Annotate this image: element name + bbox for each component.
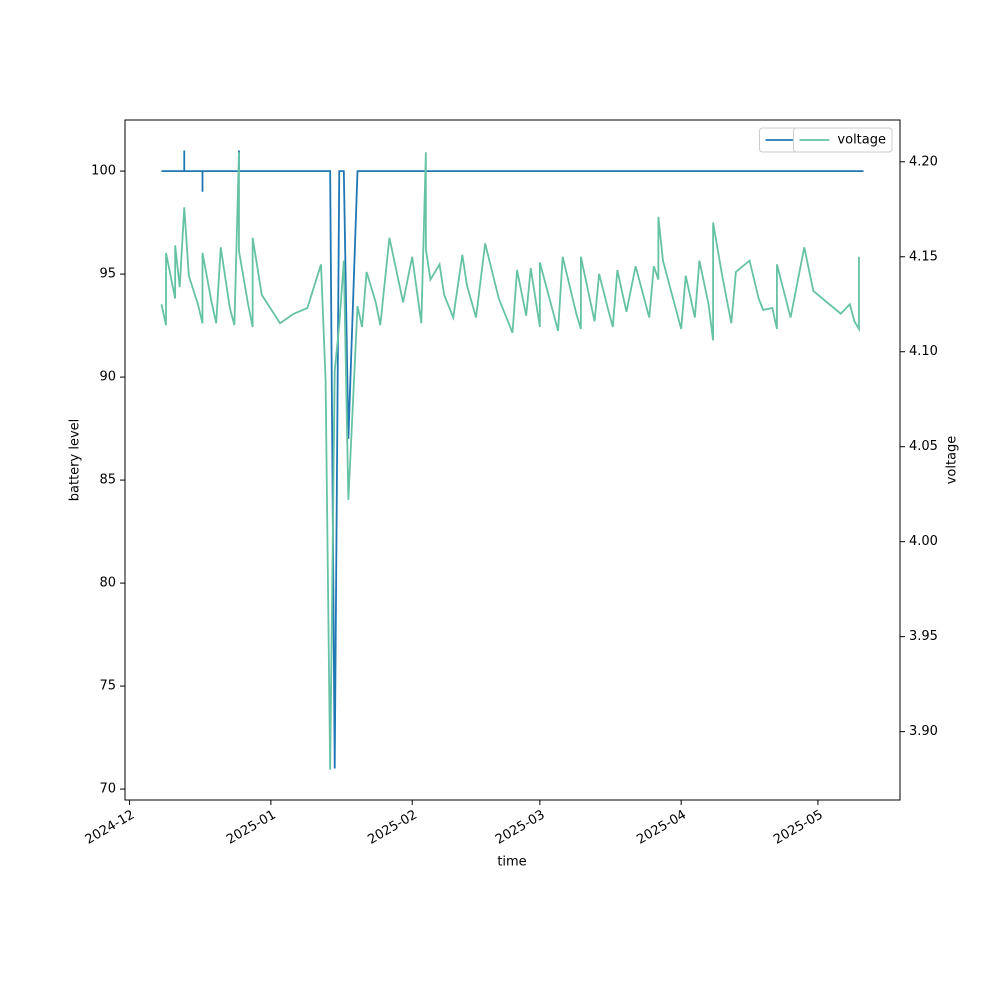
y-axis-label: battery level — [68, 419, 83, 502]
y-tick-label: 100 — [91, 164, 116, 179]
y2-tick-label: 3.95 — [909, 629, 938, 644]
x-tick-label: 2025-02 — [365, 808, 420, 848]
y-tick-label: 80 — [99, 576, 116, 591]
x-tick-label: 2024-12 — [83, 808, 138, 848]
series-line — [160, 152, 860, 770]
y-tick-label: 95 — [99, 267, 116, 282]
y-tick-label: 90 — [99, 370, 116, 385]
y2-tick-label: 4.20 — [909, 154, 938, 169]
y2-tick-label: 4.10 — [909, 344, 938, 359]
y2-tick-label: 4.00 — [909, 534, 938, 549]
y2-tick-label: 4.05 — [909, 439, 938, 454]
y-tick-label: 85 — [99, 473, 116, 488]
x-tick-label: 2025-01 — [224, 808, 279, 848]
plot-frame — [124, 119, 901, 801]
legend: voltage — [792, 127, 893, 153]
series-line — [161, 150, 864, 769]
x-tick-label: 2025-04 — [634, 808, 689, 848]
legend-label: voltage — [837, 133, 886, 148]
y-tick-label: 75 — [99, 679, 116, 694]
y2-axis-label: voltage — [945, 436, 960, 485]
y2-tick-label: 4.15 — [909, 249, 938, 264]
y2-tick-label: 3.90 — [909, 724, 938, 739]
legend-box — [792, 127, 893, 153]
y-tick-label: 70 — [99, 782, 116, 797]
x-tick-label: 2025-03 — [493, 808, 548, 848]
x-axis-label: time — [497, 855, 526, 870]
x-tick-label: 2025-05 — [771, 808, 826, 848]
